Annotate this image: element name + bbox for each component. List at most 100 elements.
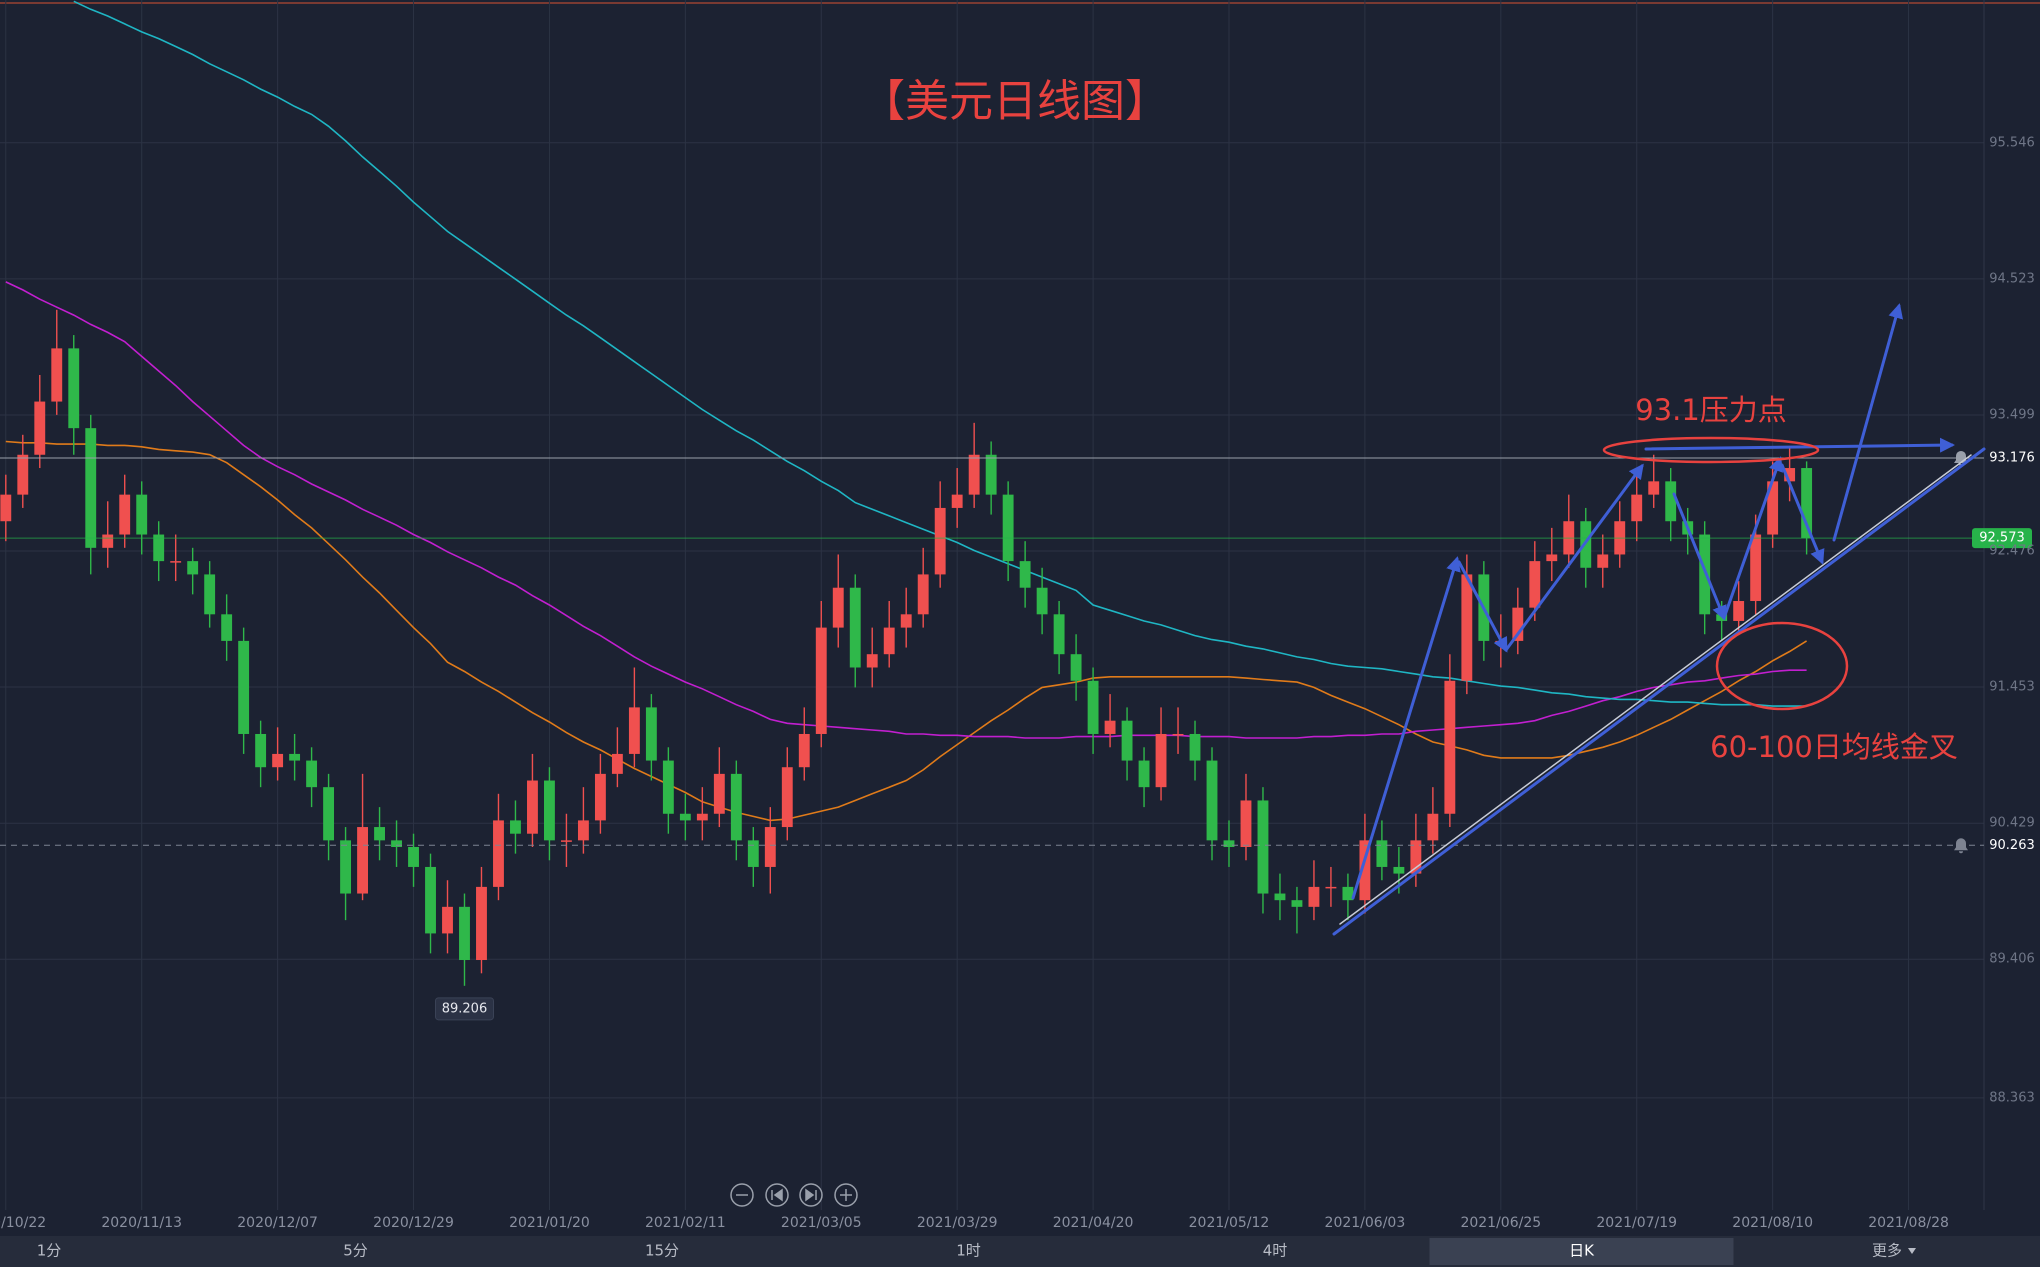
low-marker-box	[434, 997, 494, 1021]
scroll-start-button[interactable]	[765, 1183, 789, 1207]
candle-body	[628, 707, 640, 754]
timeframe-bar	[0, 1236, 2040, 1267]
candle-body	[1138, 760, 1150, 788]
candle-body	[1648, 481, 1660, 495]
arrow	[1722, 456, 1784, 620]
candle-body	[1784, 468, 1796, 482]
timeframe-button[interactable]: 4时	[1263, 1242, 1288, 1260]
scroll-end-button[interactable]	[799, 1183, 823, 1207]
current-price-label: 92.573	[1979, 531, 2025, 546]
candle-body	[1206, 760, 1218, 841]
arrow	[1504, 463, 1644, 652]
candle-body	[1529, 561, 1541, 608]
x-tick-label: 2021/05/12	[1189, 1215, 1270, 1231]
zoom-out-button[interactable]	[730, 1183, 754, 1207]
candle-body	[747, 840, 759, 867]
drawings	[1332, 303, 1986, 936]
arrow	[1780, 463, 1825, 565]
price-levels: 93.176 90.263 92.573 89.206	[0, 450, 2035, 1021]
candle-body	[1172, 733, 1184, 736]
arrow	[1644, 437, 1955, 453]
candle-body	[493, 820, 504, 887]
candle-body	[917, 574, 929, 615]
y-tick-label: 93.499	[1989, 407, 2035, 422]
candle-body	[1019, 561, 1031, 588]
moving-average-line	[5, 281, 1807, 739]
candle-body	[1393, 866, 1405, 874]
candle-body	[1104, 720, 1116, 734]
timeframe-button[interactable]: 1分	[37, 1242, 62, 1260]
moving-average-line	[5, 440, 1808, 822]
more-button[interactable]: 更多	[1872, 1242, 1902, 1260]
candle-body	[459, 906, 470, 961]
y-tick-label: 95.546	[1989, 135, 2035, 150]
y-tick-label: 89.406	[1989, 952, 2035, 967]
candle-body	[136, 494, 148, 535]
candle-body	[1733, 601, 1745, 621]
candle-body	[1070, 654, 1082, 681]
candle-body	[866, 654, 878, 668]
alert-bell	[1954, 838, 1968, 854]
crossover-ellipse	[1715, 621, 1849, 711]
candle-body	[1240, 800, 1252, 847]
active-timeframe	[1429, 1238, 1734, 1265]
candle-body	[1053, 614, 1065, 655]
candle-body	[1801, 468, 1813, 539]
x-tick-label: 2021/03/29	[917, 1215, 998, 1231]
candle-body	[1291, 900, 1303, 907]
timeframe-button[interactable]: 日K	[1569, 1242, 1595, 1260]
candle-body	[764, 827, 776, 867]
timeframe-button[interactable]: 15分	[645, 1242, 679, 1260]
candle-body	[1597, 554, 1609, 568]
y-tick-label: 88.363	[1989, 1090, 2035, 1105]
candle-body	[544, 780, 555, 841]
candle-body	[1274, 893, 1286, 901]
trend-line	[1332, 447, 1986, 936]
candle-body	[1087, 680, 1099, 734]
timeframe-toolbar: 1分 5分 15分 1时 4时 日K	[37, 1238, 1734, 1265]
candle-body	[900, 614, 912, 628]
nav-buttons	[730, 1183, 858, 1207]
candle-body	[34, 401, 46, 455]
candle-body	[1461, 574, 1473, 681]
candle-body	[645, 707, 657, 761]
more-caret	[1908, 1248, 1916, 1254]
candle-body	[323, 787, 335, 841]
candle-body	[340, 840, 352, 894]
candle-body	[934, 507, 946, 575]
y-tick-label: 94.523	[1989, 271, 2035, 286]
candle-body	[696, 813, 708, 821]
candle-body	[187, 561, 199, 575]
candle-body	[0, 494, 12, 522]
candle-body	[679, 813, 691, 821]
candle-body	[1325, 886, 1337, 889]
candle-body	[510, 820, 521, 834]
candle-body	[153, 534, 165, 562]
chart-title: 【美元日线图】	[861, 76, 1169, 127]
candle-body	[1036, 587, 1048, 615]
candle-body	[1342, 886, 1354, 901]
candle-body	[849, 587, 861, 668]
candle-body	[662, 760, 674, 814]
candle-body	[1376, 840, 1388, 867]
candle-body	[68, 348, 80, 429]
annotation: 93.1压力点	[1635, 393, 1787, 427]
zoom-in-button[interactable]	[834, 1183, 858, 1207]
x-tick-label: 2021/02/11	[645, 1215, 726, 1231]
arrow	[1351, 556, 1461, 900]
candle-body	[798, 733, 810, 768]
timeframe-button[interactable]: 1时	[956, 1242, 981, 1260]
candle-body	[1308, 886, 1320, 907]
candle-body	[1444, 680, 1456, 814]
timeframe-button[interactable]: 5分	[343, 1242, 368, 1260]
candle-body	[1410, 840, 1422, 874]
candles	[0, 309, 1813, 986]
candle-body	[425, 866, 436, 934]
candle-body	[255, 733, 267, 768]
x-tick-label: 2021/08/10	[1732, 1215, 1813, 1231]
candle-body	[374, 827, 385, 841]
candle-body	[951, 494, 963, 508]
candle-body	[1546, 554, 1558, 562]
